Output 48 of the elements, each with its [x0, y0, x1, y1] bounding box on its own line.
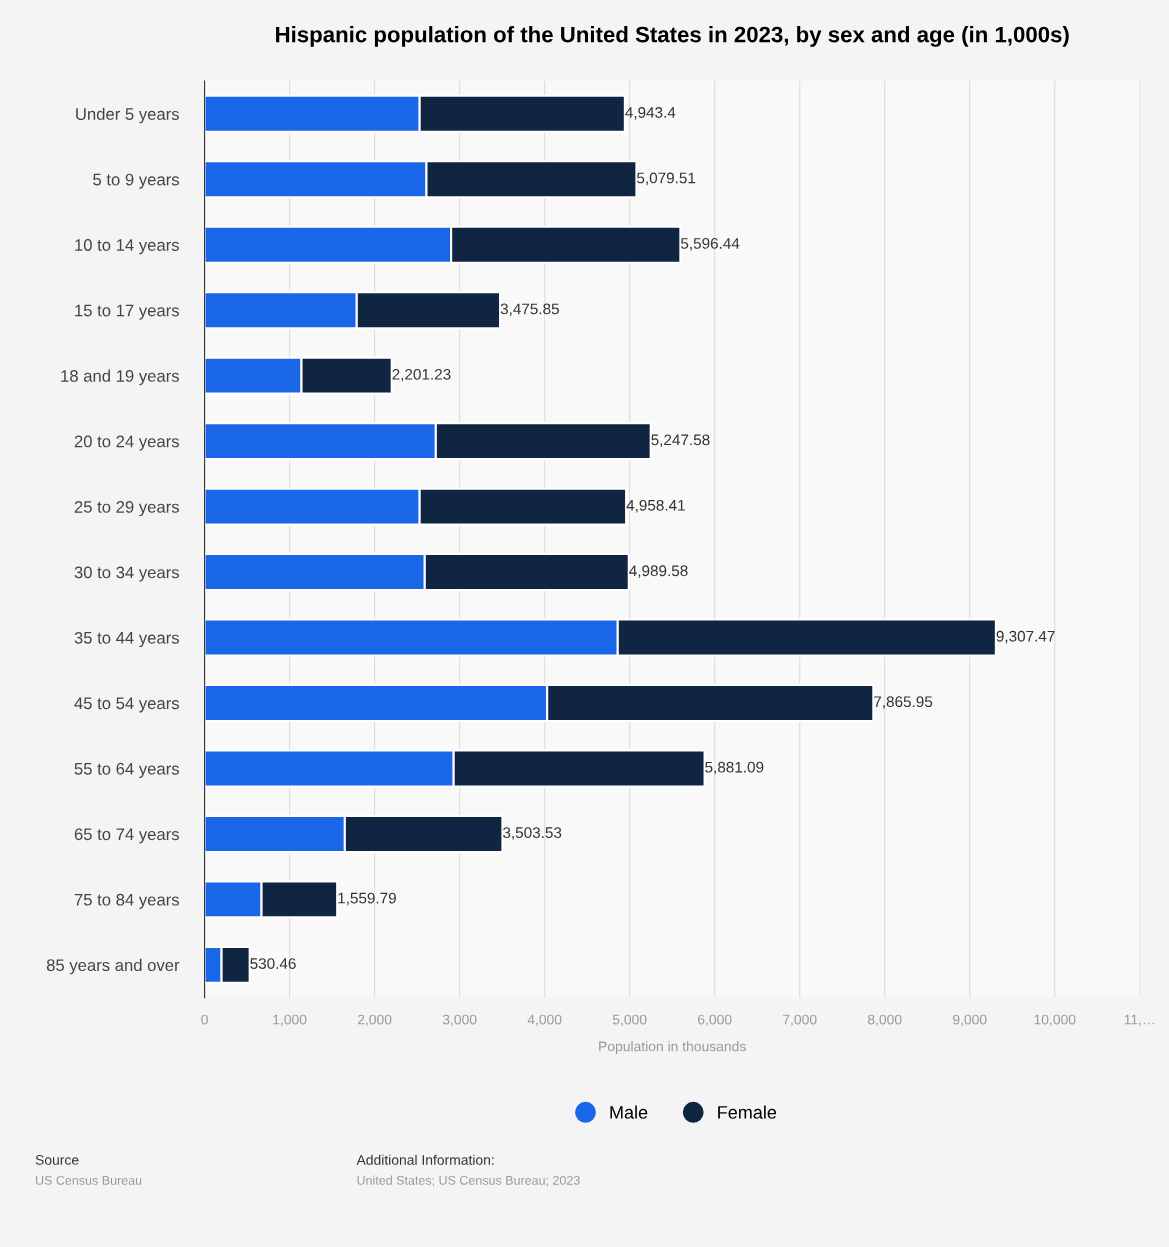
text: Source	[35, 1155, 79, 1165]
x-axis-title: Population in thousands	[599, 1041, 746, 1055]
x-tick-label: 9,000	[953, 1014, 987, 1027]
total-label: 9,307.47	[996, 630, 1055, 644]
y-tick-label: 20 to 24 years	[74, 435, 179, 451]
legend-label: Male	[610, 1105, 648, 1119]
total-label: 3,503.53	[503, 827, 562, 840]
x-tick-label: 0	[201, 1014, 208, 1025]
total-label: 4,943.4	[625, 107, 676, 120]
y-tick-label: 15 to 17 years	[75, 304, 179, 320]
legend-label: Female	[718, 1105, 777, 1119]
x-tick-label: 3,000	[442, 1014, 477, 1027]
y-tick-label: 85 years and over	[46, 958, 180, 975]
y-tick-label: Under 5 years	[76, 107, 179, 124]
total-label: 5,596.44	[680, 238, 740, 251]
x-tick-label: 5,000	[612, 1014, 647, 1027]
total-label: 4,958.41	[626, 499, 685, 513]
total-label: 7,865.95	[874, 696, 933, 709]
y-tick-label: 10 to 14 years	[75, 239, 179, 255]
y-tick-label: 55 to 64 years	[74, 762, 179, 778]
y-tick-label: 30 to 34 years	[74, 566, 179, 582]
x-tick-label: 7,000	[783, 1014, 817, 1027]
y-tick-label: 5 to 9 years	[93, 173, 179, 189]
y-tick-label: 75 to 84 years	[74, 893, 179, 909]
x-tick-label: 11,…	[1124, 1014, 1154, 1027]
y-tick-label: 25 to 29 years	[74, 500, 179, 517]
y-tick-label: 18 and 19 years	[61, 369, 179, 386]
x-tick-label: 1,000	[273, 1014, 307, 1027]
x-tick-label: 8,000	[867, 1014, 902, 1027]
y-tick-label: 45 to 54 years	[74, 697, 179, 713]
x-tick-label: 2,000	[357, 1014, 392, 1027]
text: United States; US Census Bureau; 2023	[357, 1175, 580, 1187]
total-label: 5,079.51	[637, 172, 696, 186]
total-label: 2,201.23	[392, 368, 451, 382]
x-tick-label: 6,000	[698, 1014, 732, 1027]
chart-title: Hispanic population of the United States in 2023, by sex and age (in 1,000s)	[276, 26, 1069, 47]
total-label: 4,989.58	[629, 565, 688, 578]
total-label: 5,247.58	[651, 434, 710, 448]
x-tick-label: 4,000	[527, 1014, 562, 1027]
total-label: 1,559.79	[338, 892, 396, 906]
y-tick-label: 65 to 74 years	[74, 828, 179, 844]
total-label: 5,881.09	[705, 761, 764, 775]
total-label: 530.46	[250, 958, 296, 969]
text: Additional Information:	[356, 1154, 494, 1165]
text: US Census Bureau	[36, 1175, 142, 1185]
x-tick-label: 10,000	[1034, 1014, 1076, 1027]
total-label: 3,475.85	[500, 303, 559, 317]
y-tick-label: 35 to 44 years	[74, 631, 179, 648]
